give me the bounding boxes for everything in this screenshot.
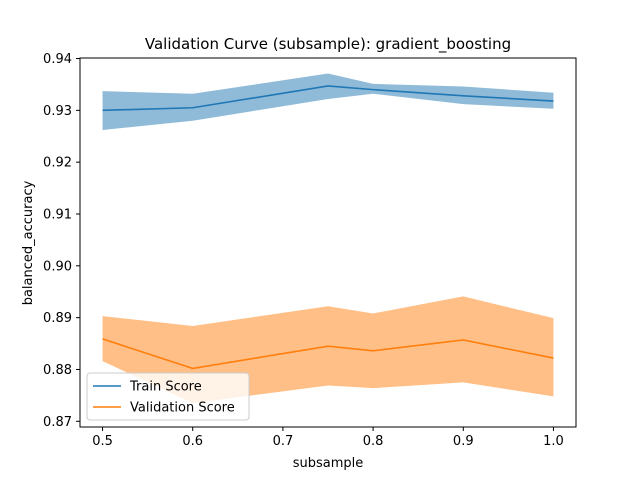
x-axis-label: subsample — [293, 456, 364, 471]
y-tick-label: 0.88 — [43, 363, 72, 378]
confidence-bands — [102, 73, 554, 404]
y-tick-label: 0.93 — [43, 104, 72, 119]
legend: Train Score Validation Score — [86, 372, 250, 421]
x-tick-label: 0.7 — [273, 434, 294, 449]
plot-frame — [79, 57, 577, 428]
x-tick-label: 0.5 — [92, 434, 113, 449]
x-tick-label: 0.8 — [363, 434, 384, 449]
series-lines — [102, 85, 554, 370]
y-axis-ticks: 0.87 0.88 0.89 0.90 0.91 0.92 0.93 0.94 — [43, 52, 80, 430]
line-series-1 — [102, 338, 554, 370]
legend-label-1: Validation Score — [130, 401, 235, 416]
band-series-0 — [102, 73, 554, 131]
y-tick-label: 0.89 — [43, 311, 72, 326]
line-series-0 — [102, 85, 554, 112]
chart-title: Validation Curve (subsample): gradient_b… — [145, 35, 511, 54]
y-axis-label: balanced_accuracy — [21, 180, 36, 305]
x-tick-label: 0.6 — [182, 434, 203, 449]
x-axis-ticks: 0.5 0.6 0.7 0.8 0.9 1.0 — [92, 427, 564, 449]
y-tick-label: 0.90 — [43, 259, 72, 274]
y-tick-label: 0.91 — [43, 207, 72, 222]
y-tick-label: 0.92 — [43, 156, 72, 171]
x-tick-label: 1.0 — [543, 434, 564, 449]
legend-label-0: Train Score — [129, 380, 202, 395]
y-tick-label: 0.94 — [43, 52, 72, 67]
legend-box — [86, 372, 250, 421]
x-tick-label: 0.9 — [453, 434, 474, 449]
y-tick-label: 0.87 — [43, 415, 72, 430]
